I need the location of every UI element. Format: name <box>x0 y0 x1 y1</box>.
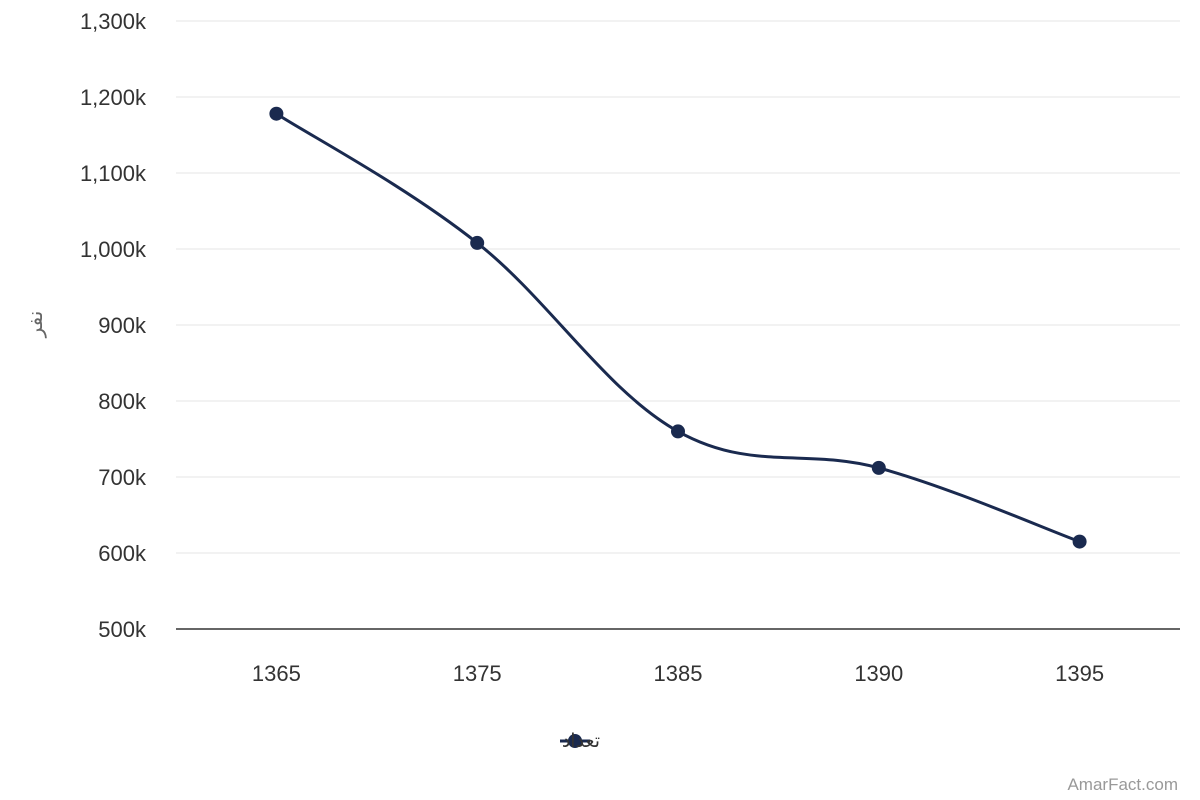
x-tick-label: 1385 <box>654 661 703 686</box>
y-tick-label: 900k <box>98 313 147 338</box>
data-point[interactable] <box>671 424 685 439</box>
credit-link[interactable]: AmarFact.com <box>1067 775 1178 794</box>
series-line <box>275 112 1081 544</box>
grid-lines <box>176 20 1180 554</box>
legend[interactable]: تعداد <box>560 730 600 752</box>
data-point[interactable] <box>871 460 886 475</box>
y-tick-label: 800k <box>98 389 147 414</box>
data-point[interactable] <box>470 235 485 250</box>
y-tick-label: 700k <box>98 465 147 490</box>
y-tick-label: 1,300k <box>80 9 147 34</box>
x-tick-label: 1395 <box>1055 661 1104 686</box>
x-tick-label: 1390 <box>854 661 903 686</box>
y-tick-label: 1,100k <box>80 161 147 186</box>
y-tick-label: 1,200k <box>80 85 147 110</box>
y-axis-tick-labels: 500k 600k 700k 800k 900k 1,000k 1,100k 1,200k 1,… <box>80 9 147 642</box>
legend-series-label[interactable]: تعداد <box>562 730 600 752</box>
y-tick-label: 500k <box>98 617 147 642</box>
y-axis-title: نفر <box>23 311 47 339</box>
y-tick-label: 1,000k <box>80 237 147 262</box>
data-point[interactable] <box>269 106 284 121</box>
series-group <box>269 106 1087 549</box>
legend-point-marker[interactable] <box>568 734 582 748</box>
x-tick-label: 1375 <box>453 661 502 686</box>
data-point[interactable] <box>1072 534 1087 549</box>
y-tick-label: 600k <box>98 541 147 566</box>
x-tick-label: 1365 <box>252 661 301 686</box>
x-axis-tick-labels: 1365 1375 1385 1390 1395 <box>252 661 1104 686</box>
